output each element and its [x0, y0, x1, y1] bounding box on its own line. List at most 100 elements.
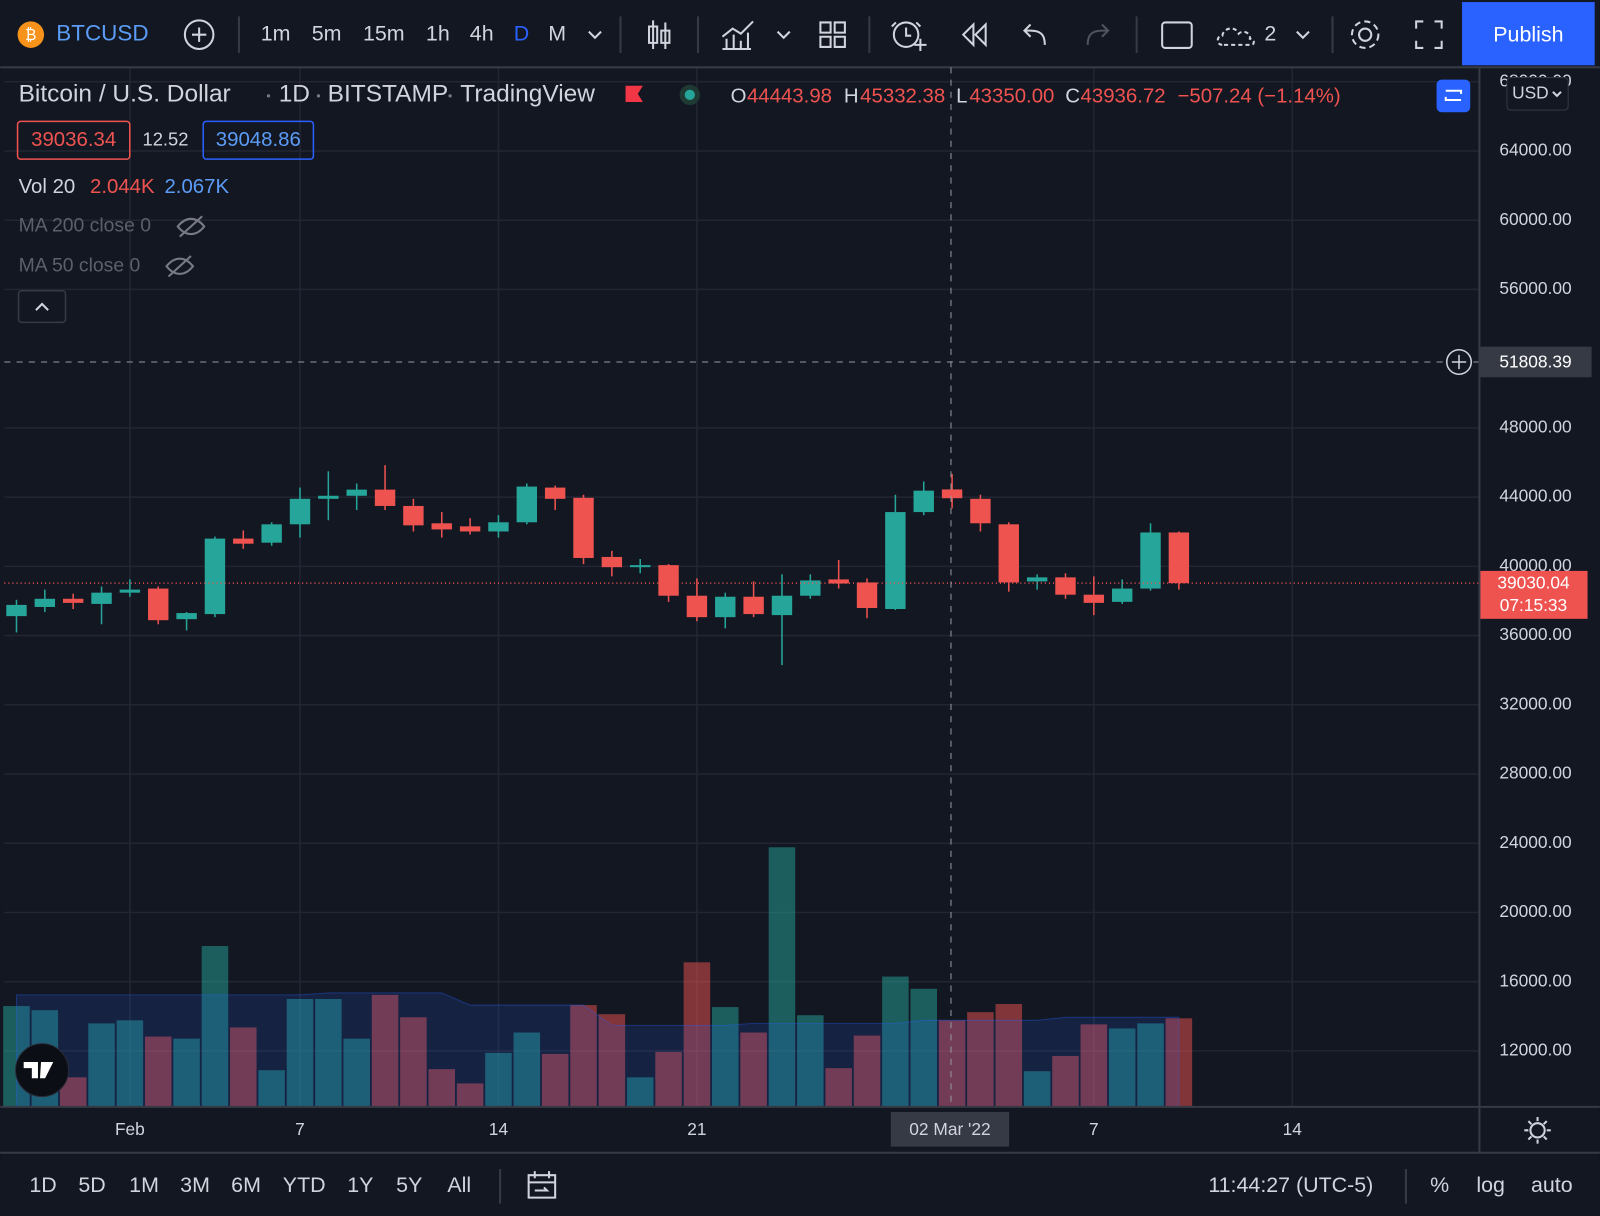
interval[interactable]: M — [548, 21, 566, 45]
clock[interactable]: 11:44:27 (UTC-5) — [1208, 1173, 1373, 1197]
y-tick-label: 20000.00 — [1499, 901, 1571, 921]
currency-button[interactable] — [1506, 77, 1569, 111]
candle-body — [176, 613, 197, 620]
close-value: 43936.72 — [1081, 85, 1166, 107]
y-tick-label: 40000.00 — [1499, 555, 1571, 575]
flag[interactable] — [625, 85, 643, 103]
goto-date-button[interactable] — [527, 1171, 557, 1199]
layout-button[interactable] — [1161, 21, 1193, 49]
volume-bar — [768, 847, 796, 1107]
volume-bar — [116, 1020, 144, 1107]
volume-bar — [712, 1007, 739, 1107]
publish-button[interactable] — [1462, 2, 1595, 66]
candle-body — [856, 582, 878, 608]
volume-bar — [258, 1070, 285, 1107]
range-button[interactable]: 1Y — [347, 1173, 373, 1197]
candle-body — [6, 604, 27, 617]
candle-body — [1026, 577, 1048, 582]
volume-bar — [343, 1038, 370, 1107]
interval[interactable]: 1h — [426, 21, 450, 45]
tv-logo-glyph — [23, 1061, 54, 1079]
interval[interactable]: 15m — [363, 21, 405, 45]
indicators-menu[interactable] — [776, 30, 791, 40]
hidden-eye[interactable] — [176, 215, 206, 238]
collapse-button[interactable] — [17, 289, 67, 324]
settings-button[interactable] — [1358, 27, 1373, 42]
volume-bar — [655, 1051, 682, 1107]
crosshair-price-box — [1479, 346, 1592, 378]
y-tick-label: 16000.00 — [1499, 970, 1571, 990]
volume-bar — [428, 1069, 456, 1107]
candle-body — [516, 486, 538, 523]
range-button[interactable]: 3M — [180, 1173, 210, 1197]
candle-body — [34, 598, 56, 607]
ask-box[interactable] — [202, 120, 315, 160]
symbol[interactable]: BTCUSD — [56, 21, 148, 46]
y-tick-label: 64000.00 — [1499, 140, 1571, 160]
indicators-button[interactable] — [721, 20, 754, 50]
candle-body — [800, 580, 821, 596]
hidden-eye[interactable] — [165, 255, 195, 278]
alert-button[interactable] — [892, 21, 920, 48]
range-button[interactable]: 6M — [231, 1173, 261, 1197]
interval[interactable]: 4h — [470, 21, 494, 45]
compare-button[interactable] — [183, 19, 215, 50]
volume-ma-value: 2.067K — [164, 176, 229, 198]
overlay: 12000.00 16000.00 20000.00 24000.00 28000.00… — [4, 70, 1592, 1139]
candle-body — [1055, 577, 1076, 595]
volume-bar — [230, 1027, 257, 1107]
candle-body — [403, 505, 424, 526]
y-tick-label: 48000.00 — [1499, 416, 1571, 436]
change-value: −507.24 (−1.14%) — [1177, 85, 1340, 107]
candle-body — [970, 498, 991, 524]
interval[interactable]: 1m — [261, 21, 291, 45]
volume-bar — [570, 1005, 597, 1107]
save-button[interactable] — [1216, 27, 1255, 46]
chart-type-button[interactable] — [648, 20, 671, 49]
collapse-glyph — [35, 302, 49, 311]
candle-body — [573, 497, 594, 558]
volume-bar — [88, 1023, 115, 1107]
candle-body — [91, 592, 112, 604]
current-price: 39030.04 — [1497, 573, 1570, 593]
volume-bar — [1165, 1018, 1193, 1107]
volume-bar — [144, 1036, 172, 1107]
auto-toggle[interactable]: auto — [1531, 1173, 1573, 1197]
ma-indicator: MA 200 close 0 — [19, 215, 152, 237]
spread: 12.52 — [142, 129, 188, 150]
range-button[interactable]: All — [447, 1173, 471, 1197]
range-button[interactable]: 5D — [78, 1173, 105, 1197]
sync-glyph — [1444, 89, 1463, 101]
alert-glyph — [891, 21, 927, 52]
volume-value: 2.044K — [90, 176, 155, 198]
layouts-button[interactable] — [819, 21, 846, 48]
candle-body — [1168, 532, 1190, 584]
volume-bar — [910, 988, 937, 1107]
interval[interactable]: 5m — [312, 21, 342, 45]
percent-toggle[interactable]: % — [1430, 1173, 1449, 1197]
volume-bar — [626, 1077, 654, 1107]
log-toggle[interactable]: log — [1476, 1173, 1505, 1197]
range-button[interactable]: YTD — [283, 1173, 326, 1197]
range-button[interactable]: 1D — [29, 1173, 56, 1197]
x-tick-label: 7 — [295, 1119, 305, 1139]
save-menu[interactable] — [1296, 30, 1310, 40]
redo-button[interactable] — [1086, 23, 1110, 45]
y-tick-label: 44000.00 — [1499, 486, 1571, 506]
interval-active[interactable]: D — [514, 21, 529, 45]
candle-body — [998, 524, 1019, 583]
bid-box[interactable] — [16, 120, 131, 160]
range-button[interactable]: 5Y — [396, 1173, 422, 1197]
undo-button[interactable] — [1022, 23, 1046, 45]
y-tick-label: 24000.00 — [1499, 832, 1571, 852]
fullscreen-button[interactable] — [1415, 20, 1443, 49]
candle-body — [488, 522, 509, 532]
y-tick-label: 60000.00 — [1499, 209, 1571, 229]
sync-button[interactable] — [1436, 79, 1471, 113]
candle-body — [743, 596, 764, 615]
volume-bar — [1137, 1023, 1164, 1107]
interval-menu[interactable] — [588, 30, 602, 40]
range-button[interactable]: 1M — [129, 1173, 159, 1197]
replay-button[interactable] — [961, 22, 987, 48]
axis-settings[interactable] — [1529, 1122, 1546, 1139]
